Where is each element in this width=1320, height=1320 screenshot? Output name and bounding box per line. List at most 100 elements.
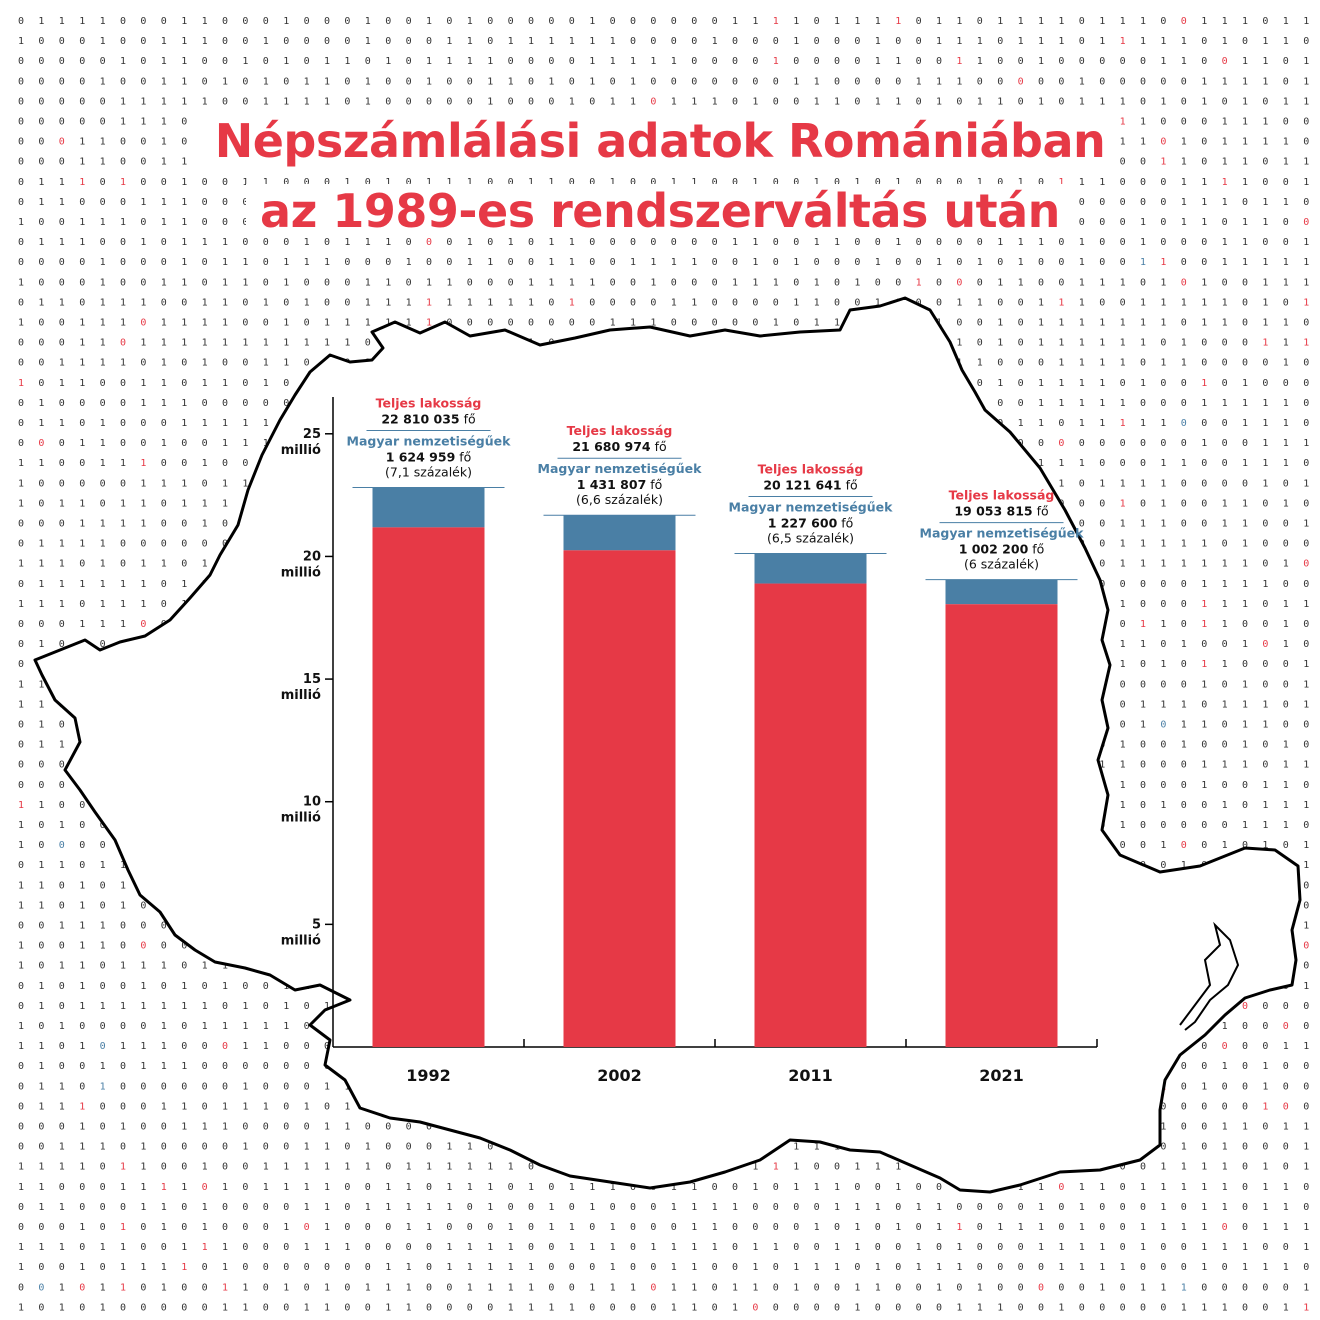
binary-digit: 0 bbox=[79, 559, 85, 570]
binary-digit: 0 bbox=[875, 76, 881, 87]
binary-digit: 1 bbox=[161, 197, 167, 208]
binary-digit: 1 bbox=[1038, 237, 1044, 248]
binary-digit: 1 bbox=[181, 318, 187, 329]
binary-digit: 0 bbox=[181, 559, 187, 570]
binary-digit: 1 bbox=[1099, 378, 1105, 389]
binary-digit: 1 bbox=[324, 1202, 330, 1213]
binary-digit: 0 bbox=[752, 1302, 758, 1313]
binary-digit: 1 bbox=[691, 1182, 697, 1193]
binary-digit: 1 bbox=[1058, 458, 1064, 469]
binary-digit: 1 bbox=[385, 1262, 391, 1273]
binary-digit: 1 bbox=[59, 539, 65, 550]
binary-digit: 1 bbox=[630, 257, 636, 268]
binary-digit: 0 bbox=[732, 318, 738, 329]
binary-digit: 1 bbox=[120, 961, 126, 972]
y-tick-label: 5 bbox=[312, 917, 321, 932]
binary-digit: 1 bbox=[59, 418, 65, 429]
binary-digit: 0 bbox=[1120, 157, 1126, 168]
binary-digit: 1 bbox=[1201, 1262, 1207, 1273]
binary-digit: 0 bbox=[1283, 378, 1289, 389]
binary-digit: 1 bbox=[181, 338, 187, 349]
binary-digit: 0 bbox=[773, 96, 779, 107]
binary-digit: 0 bbox=[814, 1302, 820, 1313]
binary-digit: 1 bbox=[242, 1041, 248, 1052]
binary-digit: 0 bbox=[304, 277, 310, 288]
binary-digit: 1 bbox=[1222, 760, 1228, 771]
binary-digit: 1 bbox=[467, 177, 473, 188]
binary-digit: 1 bbox=[1283, 1041, 1289, 1052]
binary-digit: 1 bbox=[222, 1182, 228, 1193]
hungarian-value: 1 002 200 fő bbox=[959, 542, 1045, 557]
binary-digit: 1 bbox=[38, 800, 44, 811]
binary-digit: 0 bbox=[38, 76, 44, 87]
binary-digit: 0 bbox=[1283, 76, 1289, 87]
binary-digit: 0 bbox=[140, 76, 146, 87]
binary-digit: 0 bbox=[650, 36, 656, 47]
binary-digit: 1 bbox=[59, 1021, 65, 1032]
binary-digit: 0 bbox=[222, 1202, 228, 1213]
binary-digit: 1 bbox=[1181, 740, 1187, 751]
binary-digit: 1 bbox=[181, 157, 187, 168]
binary-digit: 0 bbox=[263, 1081, 269, 1092]
binary-digit: 0 bbox=[263, 1202, 269, 1213]
binary-digit: 0 bbox=[956, 277, 962, 288]
binary-digit: 0 bbox=[18, 197, 24, 208]
binary-digit: 0 bbox=[242, 458, 248, 469]
binary-digit: 0 bbox=[997, 1282, 1003, 1293]
binary-digit: 0 bbox=[283, 1302, 289, 1313]
binary-digit: 0 bbox=[120, 157, 126, 168]
binary-digit: 0 bbox=[1038, 1282, 1044, 1293]
binary-digit: 0 bbox=[324, 1041, 330, 1052]
binary-digit: 1 bbox=[18, 1302, 24, 1313]
binary-digit: 1 bbox=[1099, 1242, 1105, 1253]
binary-digit: 0 bbox=[140, 36, 146, 47]
binary-digit: 0 bbox=[406, 1242, 412, 1253]
binary-digit: 0 bbox=[508, 96, 514, 107]
binary-digit: 0 bbox=[1160, 117, 1166, 128]
binary-digit: 0 bbox=[1222, 820, 1228, 831]
binary-digit: 1 bbox=[38, 579, 44, 590]
binary-digit: 0 bbox=[100, 840, 106, 851]
binary-digit: 0 bbox=[324, 237, 330, 248]
binary-digit: 1 bbox=[100, 277, 106, 288]
binary-digit: 1 bbox=[426, 56, 432, 67]
hungarian-unit: fő bbox=[837, 515, 853, 530]
binary-digit: 0 bbox=[1262, 378, 1268, 389]
binary-digit: 1 bbox=[610, 1262, 616, 1273]
binary-digit: 1 bbox=[365, 96, 371, 107]
binary-digit: 1 bbox=[181, 1122, 187, 1133]
binary-digit: 0 bbox=[426, 1122, 432, 1133]
binary-digit: 0 bbox=[304, 1041, 310, 1052]
binary-digit: 0 bbox=[161, 1242, 167, 1253]
binary-digit: 0 bbox=[528, 76, 534, 87]
binary-digit: 0 bbox=[956, 1282, 962, 1293]
binary-digit: 1 bbox=[916, 1202, 922, 1213]
binary-digit: 1 bbox=[181, 418, 187, 429]
binary-digit: 1 bbox=[1018, 16, 1024, 27]
binary-digit: 1 bbox=[1303, 860, 1309, 871]
binary-digit: 1 bbox=[1120, 539, 1126, 550]
binary-digit: 0 bbox=[1140, 1202, 1146, 1213]
binary-digit: 0 bbox=[650, 177, 656, 188]
binary-digit: 1 bbox=[1242, 740, 1248, 751]
x-tick-label: 2002 bbox=[597, 1066, 642, 1085]
binary-digit: 1 bbox=[814, 177, 820, 188]
binary-digit: 0 bbox=[1181, 519, 1187, 530]
binary-digit: 1 bbox=[38, 860, 44, 871]
binary-digit: 1 bbox=[732, 1202, 738, 1213]
binary-digit: 0 bbox=[120, 237, 126, 248]
binary-digit: 0 bbox=[1303, 880, 1309, 891]
binary-digit: 1 bbox=[1120, 820, 1126, 831]
binary-digit: 1 bbox=[1303, 1302, 1309, 1313]
binary-digit: 1 bbox=[854, 1242, 860, 1253]
binary-digit: 1 bbox=[1181, 157, 1187, 168]
binary-digit: 0 bbox=[752, 297, 758, 308]
binary-digit: 1 bbox=[1222, 318, 1228, 329]
binary-digit: 0 bbox=[242, 358, 248, 369]
binary-digit: 1 bbox=[1222, 599, 1228, 610]
binary-digit: 0 bbox=[875, 1242, 881, 1253]
binary-digit: 1 bbox=[1262, 56, 1268, 67]
binary-digit: 1 bbox=[589, 1242, 595, 1253]
binary-digit: 0 bbox=[610, 257, 616, 268]
